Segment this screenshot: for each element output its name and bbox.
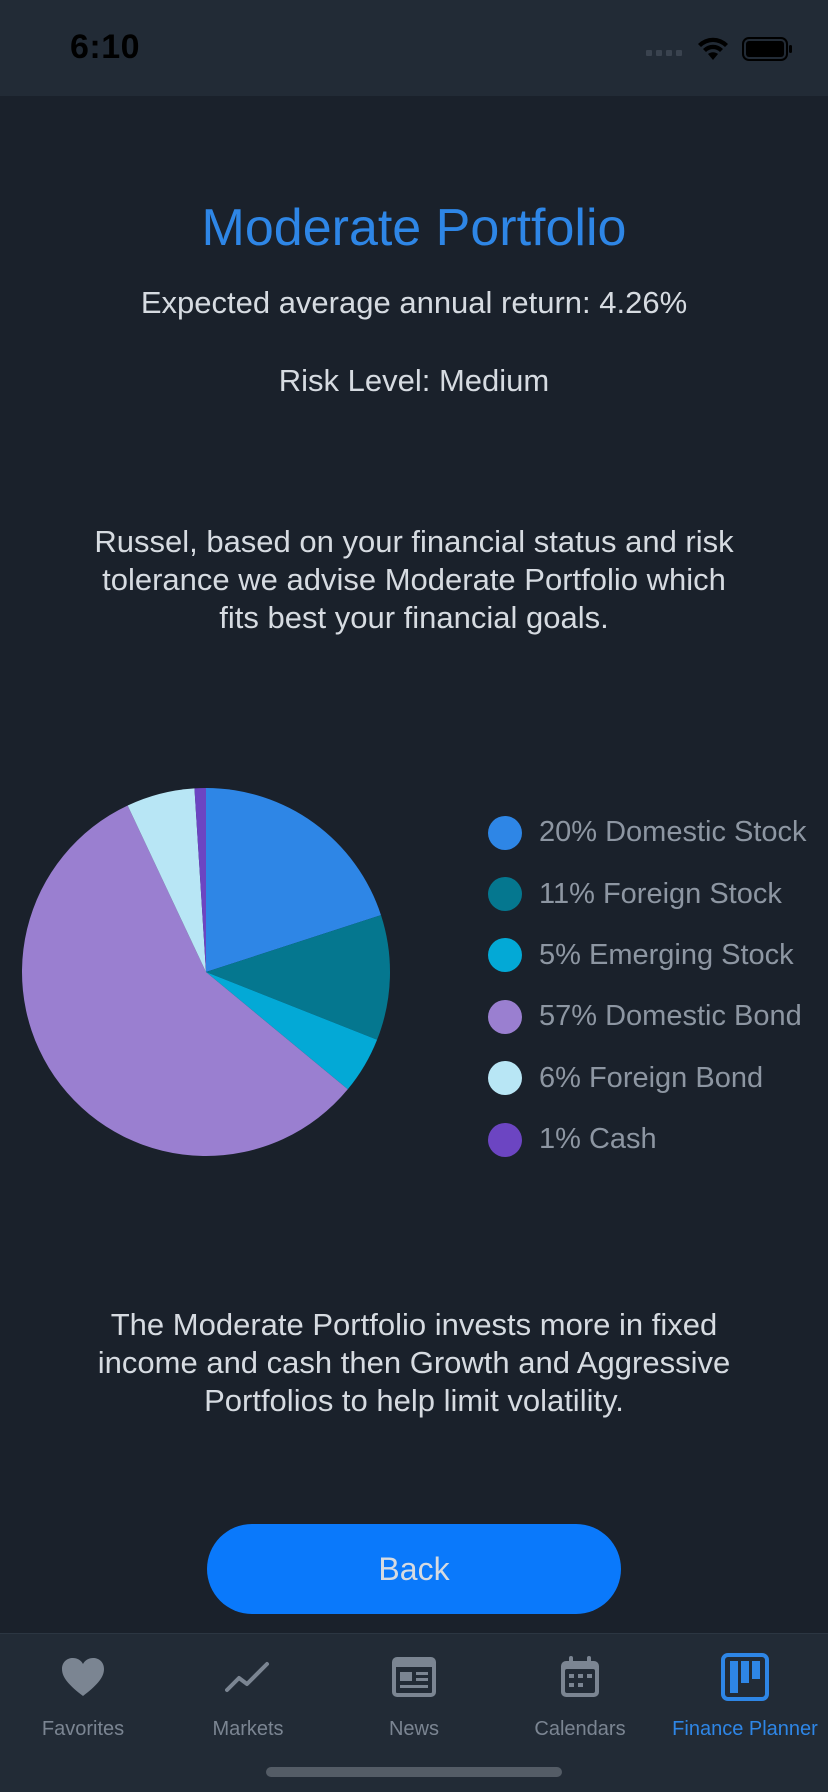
pie-slice-domestic-bond [21, 805, 348, 1157]
legend-swatch [488, 938, 522, 973]
legend-item: 20% Domestic Stock [488, 802, 828, 863]
pie-chart-svg [21, 788, 390, 1157]
back-button[interactable]: Back [207, 1524, 621, 1614]
expected-return: Expected average annual return: 4.26% [140, 285, 688, 320]
board-icon [718, 1650, 772, 1704]
legend-item: 57% Domestic Bond [488, 986, 828, 1047]
tab-news[interactable]: News [331, 1634, 497, 1744]
pie-slice-foreign-bond [127, 788, 206, 972]
cellular-signal-icon [646, 50, 682, 56]
legend-label: 1% Cash [539, 1123, 657, 1156]
battery-icon [742, 37, 792, 61]
legend-swatch [488, 1061, 522, 1096]
legend-swatch [488, 815, 522, 850]
pie-slice-emerging-stock [206, 972, 378, 1090]
heart-icon [56, 1650, 110, 1704]
newspaper-icon [387, 1650, 441, 1704]
tab-label: Markets [212, 1718, 284, 1740]
legend-label: 57% Domestic Bond [539, 1000, 802, 1033]
tab-label: Finance Planner [672, 1718, 818, 1740]
pie-slice-cash [194, 788, 206, 972]
status-bar: 6:10 [0, 0, 828, 96]
wifi-icon [698, 37, 728, 60]
risk-level: Risk Level: Medium [278, 363, 550, 398]
tab-finance-planner[interactable]: Finance Planner [662, 1634, 828, 1744]
status-time: 6:10 [70, 28, 141, 66]
legend-item: 6% Foreign Bond [488, 1048, 828, 1109]
legend-swatch [488, 999, 522, 1034]
legend-label: 20% Domestic Stock [539, 816, 807, 849]
home-indicator [266, 1767, 562, 1777]
chart-legend: 20% Domestic Stock 11% Foreign Stock 5% Em… [488, 802, 828, 1170]
tab-label: News [388, 1718, 439, 1740]
tab-favorites[interactable]: Favorites [0, 1634, 166, 1744]
chart-line-icon [221, 1650, 275, 1704]
status-icons [646, 36, 794, 62]
legend-swatch [488, 877, 522, 912]
allocation-pie-chart [21, 787, 391, 1157]
legend-item: 1% Cash [488, 1109, 828, 1170]
legend-label: 5% Emerging Stock [539, 938, 794, 971]
calendar-icon [553, 1650, 607, 1704]
legend-swatch [488, 1122, 522, 1157]
tab-label: Favorites [41, 1718, 125, 1740]
legend-item: 11% Foreign Stock [488, 863, 828, 924]
portfolio-description: The Moderate Portfolio invests more in f… [97, 1307, 731, 1418]
tab-calendars[interactable]: Calendars [497, 1634, 663, 1744]
pie-slice-domestic-stock [206, 788, 381, 972]
legend-label: 6% Foreign Bond [539, 1061, 764, 1094]
legend-item: 5% Emerging Stock [488, 925, 828, 986]
tab-label: Calendars [534, 1718, 626, 1740]
tab-markets[interactable]: Markets [165, 1634, 331, 1744]
portfolio-title: Moderate Portfolio [201, 199, 627, 257]
legend-label: 11% Foreign Stock [539, 877, 782, 910]
tab-bar: Favorites Markets News [0, 1633, 828, 1792]
pie-slice-foreign-stock [206, 915, 390, 1040]
advice-text: Russel, based on your financial status a… [94, 524, 734, 635]
